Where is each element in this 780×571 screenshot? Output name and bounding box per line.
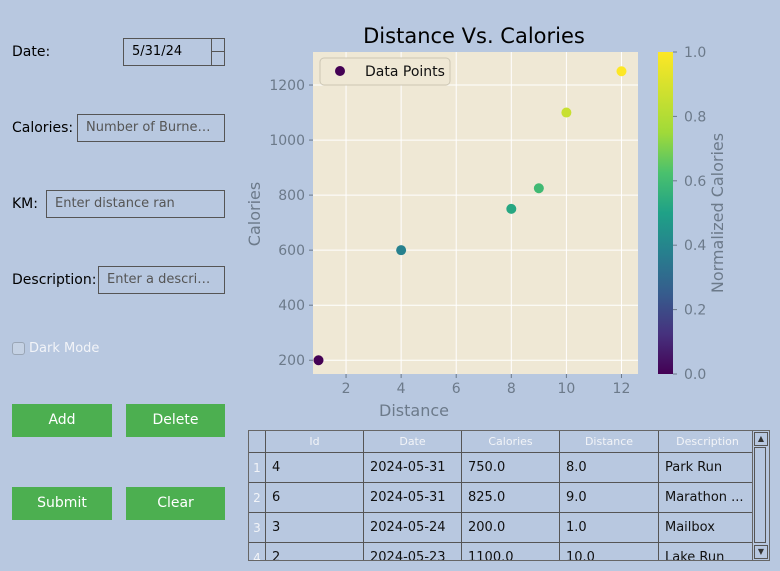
column-header-distance[interactable]: Distance (559, 431, 659, 453)
table-header-row: Id Date Calories Distance Description (249, 431, 757, 453)
km-label: KM: (12, 196, 38, 212)
data-point (533, 183, 544, 194)
row-number-header (249, 431, 266, 453)
column-header-description[interactable]: Description (658, 431, 757, 453)
column-header-id[interactable]: Id (265, 431, 364, 453)
km-input[interactable]: Enter distance ran (46, 190, 225, 218)
chart-title: Distance Vs. Calories (363, 24, 585, 48)
table-scrollbar[interactable]: ▲ ▼ (752, 431, 769, 560)
row-number[interactable]: 2 (249, 482, 266, 513)
delete-button[interactable]: Delete (126, 404, 225, 437)
data-points (313, 66, 627, 366)
calories-input[interactable]: Number of Burned ... (77, 114, 225, 142)
colorbar-label: Normalized Calories (708, 133, 727, 293)
dark-mode-toggle[interactable]: Dark Mode (12, 341, 99, 356)
data-point (506, 203, 517, 214)
scroll-thumb[interactable] (754, 447, 766, 543)
cell-description[interactable]: Marathon ... (658, 482, 757, 513)
table-row[interactable]: 2 6 2024-05-31 825.0 9.0 Marathon ... (249, 482, 757, 513)
description-input[interactable]: Enter a descripti... (98, 266, 225, 294)
x-axis-label: Distance (379, 401, 449, 420)
scroll-up-arrow-icon[interactable]: ▲ (754, 432, 768, 446)
colorbar-ticks: 0.0 0.2 0.4 0.6 0.8 1.0 (673, 45, 706, 383)
cell-description[interactable]: Mailbox (658, 512, 757, 543)
date-value: 5/31/24 (132, 44, 183, 59)
dark-mode-checkbox[interactable] (12, 342, 25, 355)
submit-button[interactable]: Submit (12, 487, 112, 520)
row-number[interactable]: 1 (249, 452, 266, 483)
colorbar-tick-label: 1.0 (684, 45, 706, 61)
cell-calories[interactable]: 750.0 (461, 452, 560, 483)
cell-calories[interactable]: 825.0 (461, 482, 560, 513)
table-row[interactable]: 1 4 2024-05-31 750.0 8.0 Park Run (249, 452, 757, 483)
data-point (396, 245, 407, 256)
colorbar-tick-label: 0.2 (684, 303, 706, 319)
clear-button[interactable]: Clear (126, 487, 225, 520)
date-spin-down[interactable] (212, 52, 224, 65)
row-number[interactable]: 3 (249, 512, 266, 543)
colorbar-tick-label: 0.8 (684, 109, 706, 125)
dark-mode-label: Dark Mode (29, 341, 100, 356)
y-tick-label: 1000 (269, 133, 305, 149)
distance-calories-chart: Distance Vs. Calories 2 4 6 8 10 12 200 400 600 8… (245, 24, 727, 420)
colorbar-tick-label: 0.4 (684, 238, 706, 254)
cell-id[interactable]: 2 (265, 542, 364, 560)
x-tick-label: 6 (452, 381, 461, 397)
cell-distance[interactable]: 8.0 (559, 452, 659, 483)
scroll-down-arrow-icon[interactable]: ▼ (754, 545, 768, 559)
date-label: Date: (12, 44, 51, 60)
date-spin-up[interactable] (212, 39, 224, 52)
table-row[interactable]: 3 3 2024-05-24 200.0 1.0 Mailbox (249, 512, 757, 543)
cell-description[interactable]: Park Run (658, 452, 757, 483)
cell-id[interactable]: 6 (265, 482, 364, 513)
cell-description[interactable]: Lake Run (658, 542, 757, 560)
x-tick-label: 4 (397, 381, 406, 397)
cell-calories[interactable]: 1100.0 (461, 542, 560, 560)
description-label: Description: (12, 272, 97, 288)
cell-date[interactable]: 2024-05-23 (363, 542, 462, 560)
cell-distance[interactable]: 9.0 (559, 482, 659, 513)
cell-id[interactable]: 3 (265, 512, 364, 543)
add-button[interactable]: Add (12, 404, 112, 437)
cell-id[interactable]: 4 (265, 452, 364, 483)
data-point (616, 66, 627, 77)
date-spinner[interactable] (211, 39, 224, 65)
y-tick-label: 1200 (269, 78, 305, 94)
axes: 2 4 6 8 10 12 200 400 600 800 1000 1200 (269, 78, 630, 397)
cell-distance[interactable]: 1.0 (559, 512, 659, 543)
y-axis-label: Calories (245, 182, 264, 246)
calories-label: Calories: (12, 120, 74, 136)
cell-date[interactable]: 2024-05-31 (363, 452, 462, 483)
row-number[interactable]: 4 (249, 542, 266, 560)
data-point (313, 355, 324, 366)
workout-table[interactable]: Id Date Calories Distance Description 1 … (248, 430, 770, 561)
legend: Data Points (319, 57, 451, 86)
y-tick-label: 200 (278, 353, 305, 369)
table-row[interactable]: 4 2 2024-05-23 1100.0 10.0 Lake Run (249, 542, 757, 560)
legend-marker (335, 66, 345, 76)
x-tick-label: 2 (342, 381, 351, 397)
cell-calories[interactable]: 200.0 (461, 512, 560, 543)
colorbar-tick-label: 0.6 (684, 174, 706, 190)
legend-label: Data Points (365, 64, 445, 80)
y-tick-label: 800 (278, 188, 305, 204)
colorbar-tick-label: 0.0 (684, 367, 706, 383)
date-edit[interactable]: 5/31/24 (123, 38, 225, 66)
x-tick-label: 12 (613, 381, 631, 397)
x-tick-label: 8 (507, 381, 516, 397)
y-tick-label: 400 (278, 298, 305, 314)
data-point (561, 107, 572, 118)
column-header-date[interactable]: Date (363, 431, 462, 453)
column-header-calories[interactable]: Calories (461, 431, 560, 453)
y-tick-label: 600 (278, 243, 305, 259)
cell-distance[interactable]: 10.0 (559, 542, 659, 560)
colorbar (658, 52, 673, 374)
x-tick-label: 10 (557, 381, 575, 397)
cell-date[interactable]: 2024-05-24 (363, 512, 462, 543)
cell-date[interactable]: 2024-05-31 (363, 482, 462, 513)
plot-area (313, 52, 638, 374)
